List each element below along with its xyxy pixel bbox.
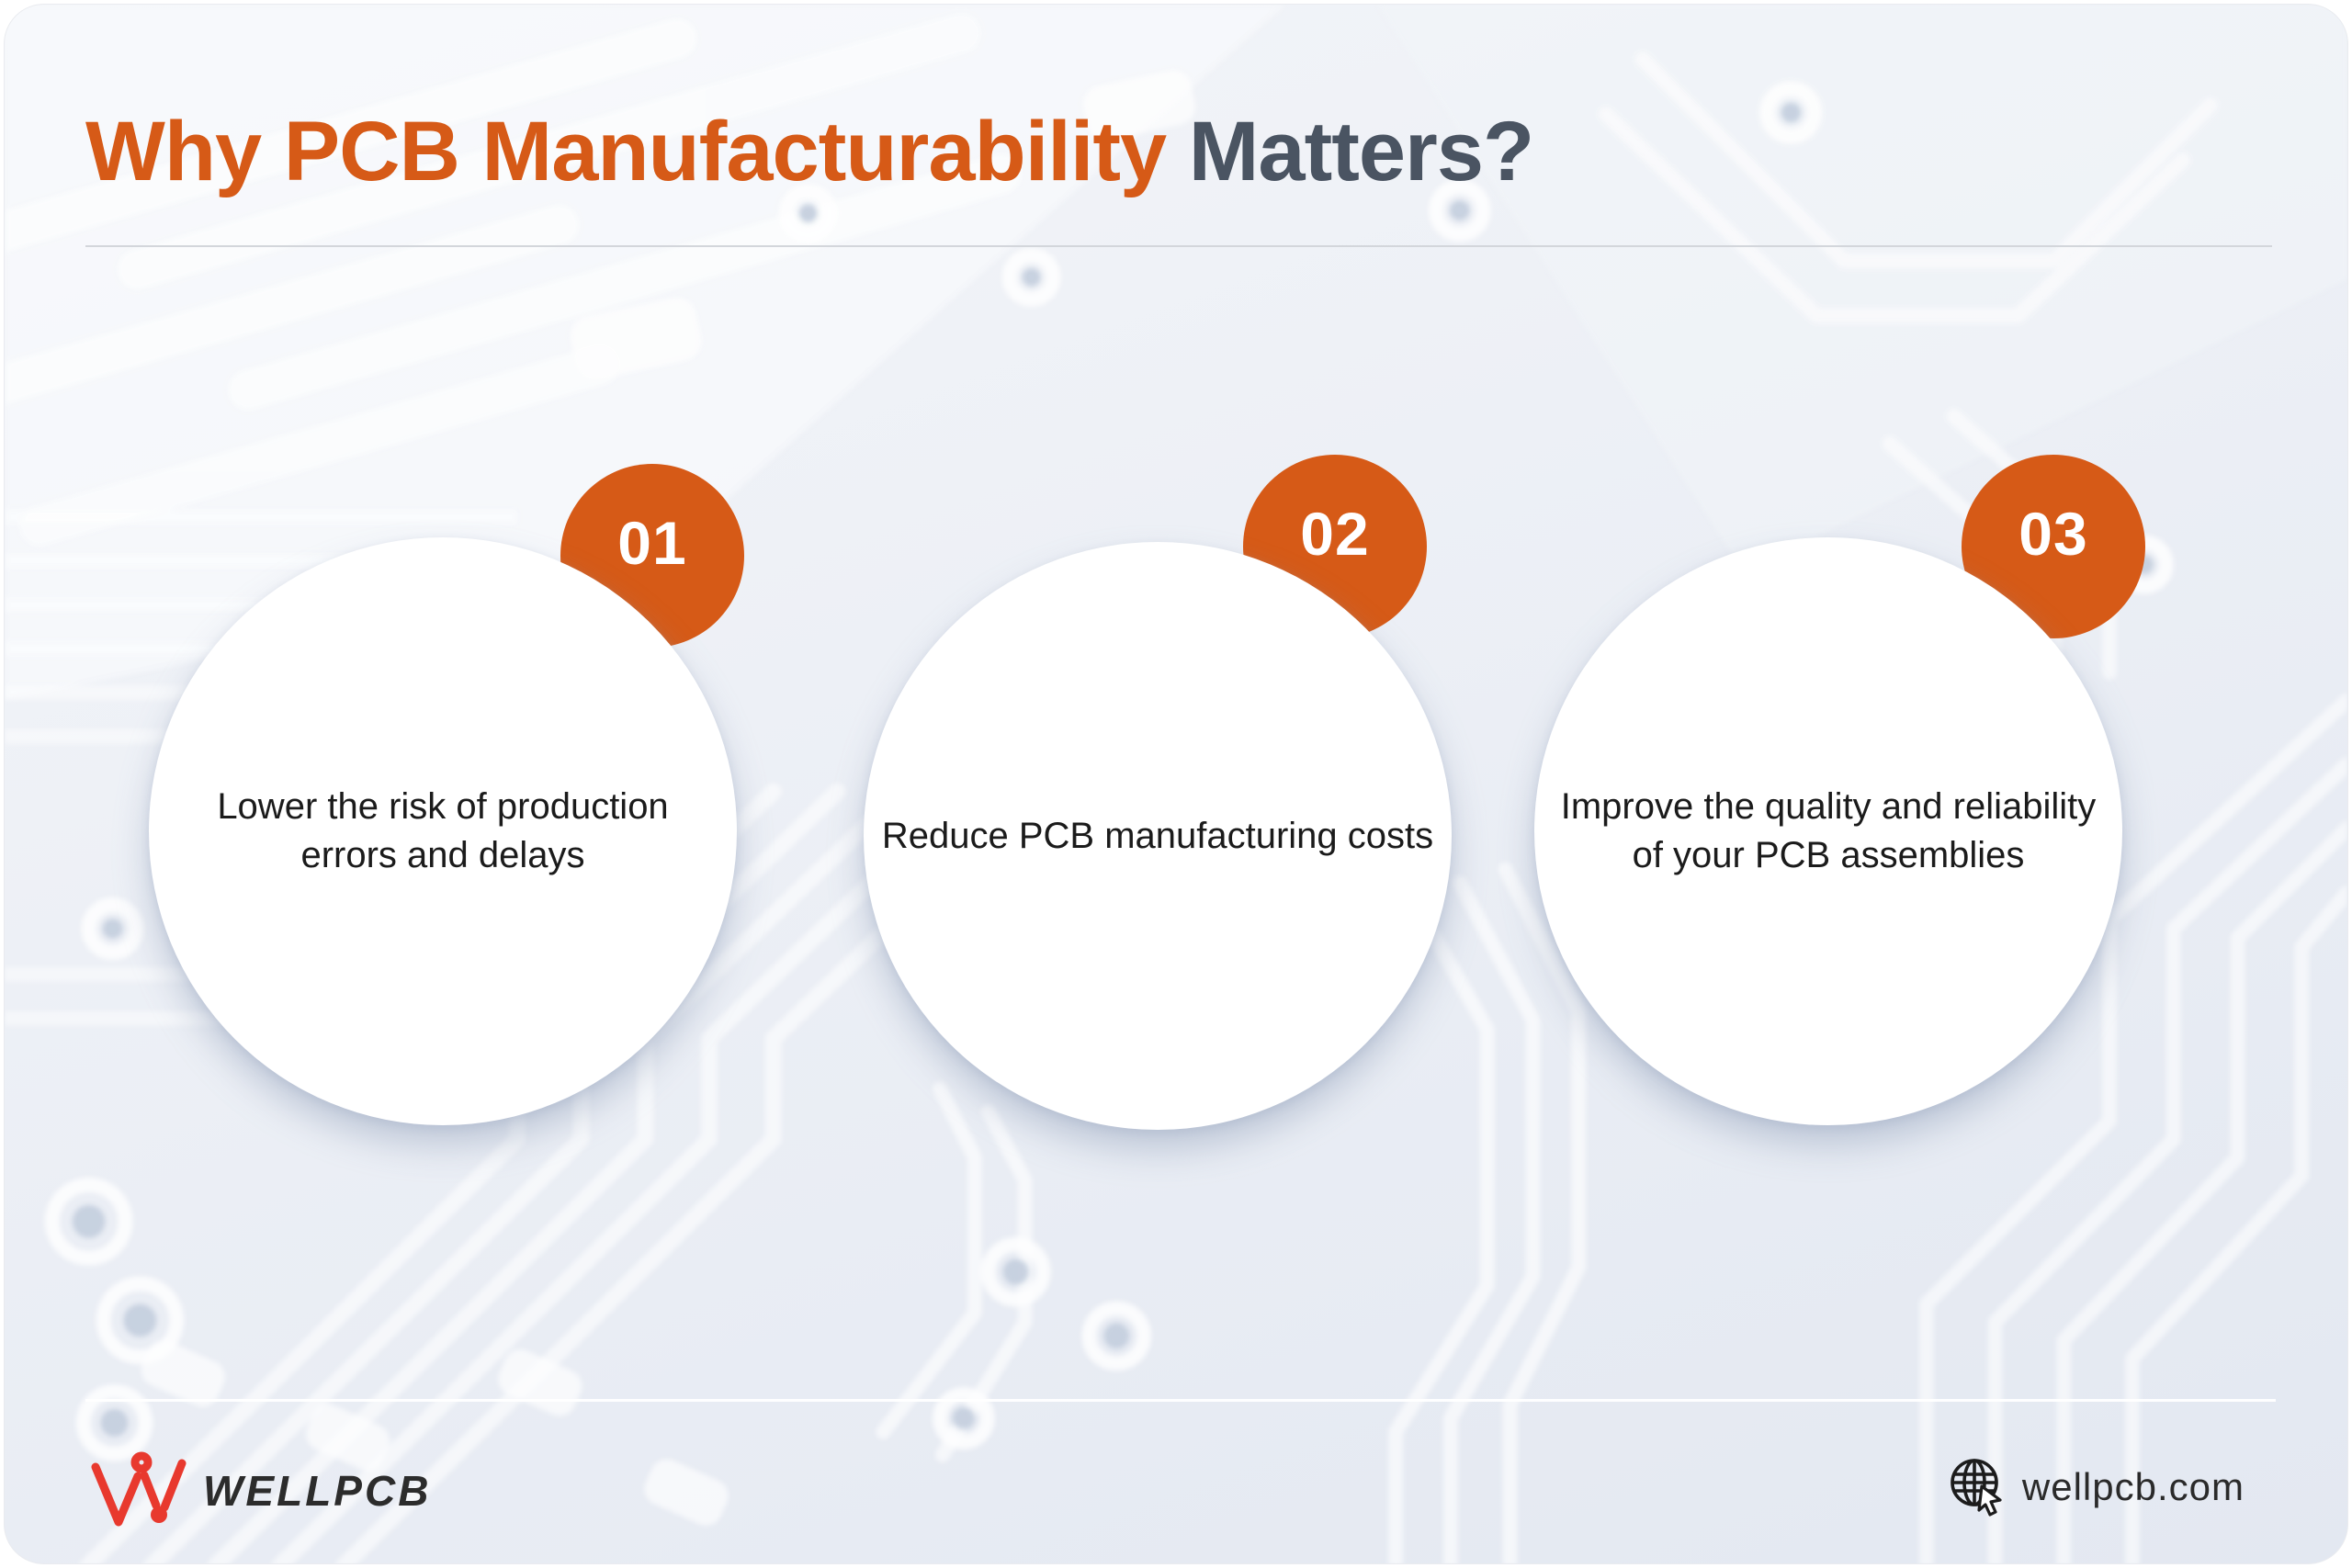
step-number-2: 02 bbox=[1300, 500, 1370, 568]
benefit-circle-3: Improve the quality and reliability of yo… bbox=[1534, 537, 2122, 1125]
globe-icon bbox=[1951, 1459, 2002, 1517]
title-secondary: Matters? bbox=[1166, 105, 1534, 198]
step-number-1: 01 bbox=[617, 509, 687, 577]
title-highlight: Why PCB Manufacturability bbox=[85, 105, 1167, 198]
benefit-circle-1: Lower the risk of production errors and d… bbox=[149, 537, 737, 1125]
benefits-row: 01 Lower the risk of production errors an… bbox=[5, 5, 2347, 1563]
wellpcb-logo-icon bbox=[91, 1451, 187, 1527]
benefit-text-2: Reduce PCB manufacturing costs bbox=[881, 815, 1434, 856]
step-number-badge-1: 01 bbox=[560, 464, 744, 648]
benefit-text-3: Improve the quality and reliability of yo… bbox=[1560, 786, 2097, 875]
footer-divider bbox=[85, 1399, 2276, 1402]
circuit-pattern-background bbox=[5, 5, 2347, 1563]
step-number-badge-3: 03 bbox=[1962, 455, 2145, 638]
benefit-text-1: Lower the risk of production errors and d… bbox=[217, 786, 669, 875]
page-title: Why PCB Manufacturability Matters? bbox=[85, 104, 1534, 200]
brand-logo: WELLPCB bbox=[87, 1449, 431, 1533]
title-divider bbox=[85, 245, 2272, 247]
website-url: wellpcb.com bbox=[2021, 1465, 2245, 1508]
website-block: wellpcb.com bbox=[1949, 1454, 2245, 1520]
brand-name: WELLPCB bbox=[203, 1467, 432, 1515]
benefit-circle-2: Reduce PCB manufacturing costs bbox=[864, 542, 1452, 1130]
step-number-3: 03 bbox=[2018, 500, 2088, 568]
infographic-card: Why PCB Manufacturability Matters? 01 Lo… bbox=[4, 4, 2348, 1564]
